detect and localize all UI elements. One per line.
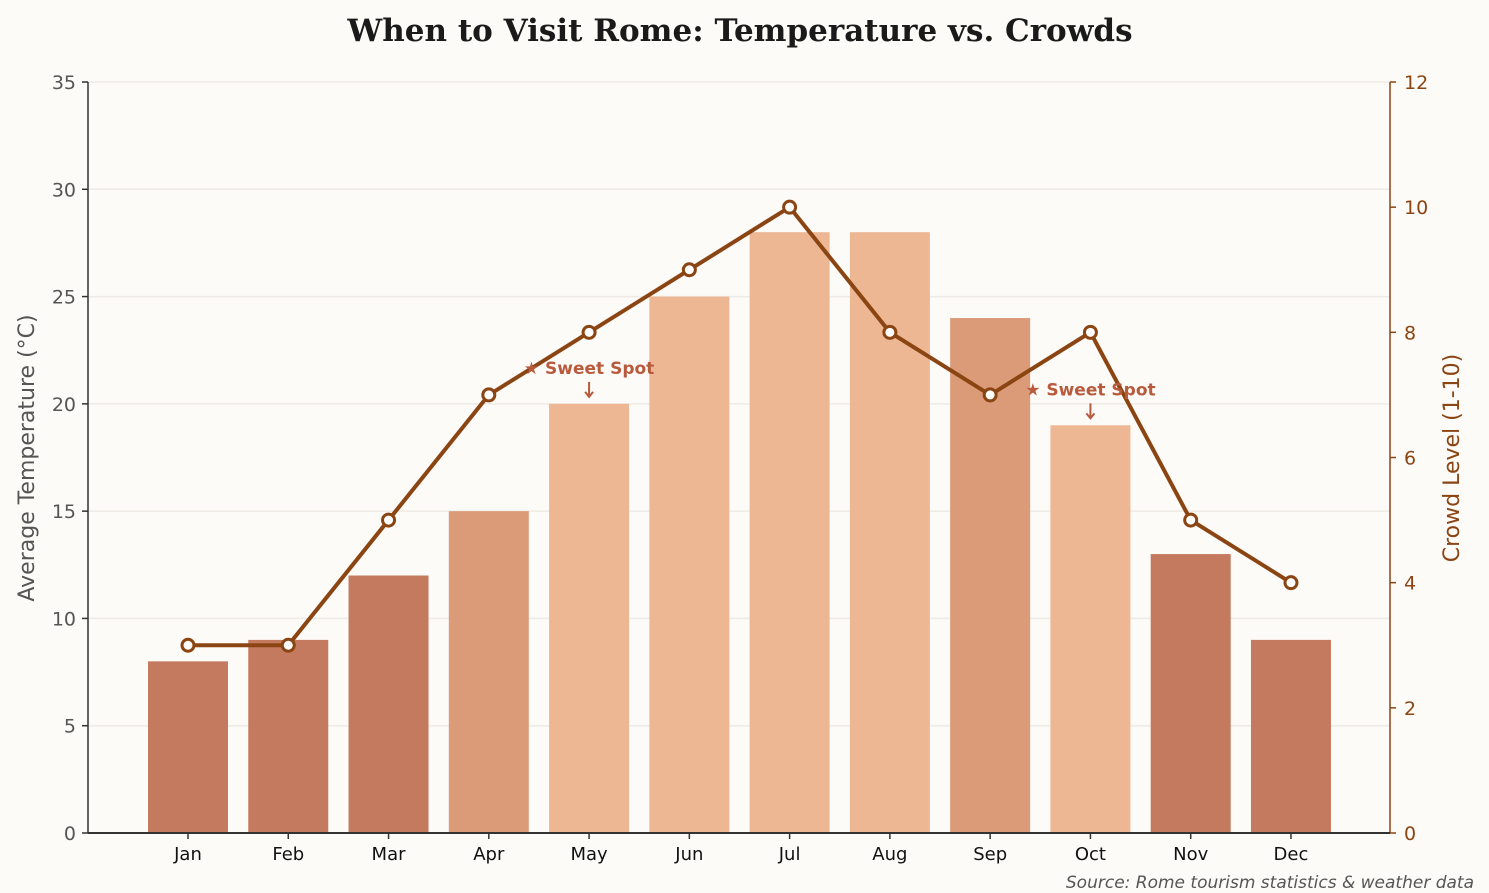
x-tick-label: Mar [372, 844, 407, 865]
source-note: Source: Rome tourism statistics & weathe… [1066, 873, 1474, 893]
x-tick-label: Nov [1173, 844, 1208, 865]
y-left-tick-label: 5 [64, 716, 76, 738]
bar-sep [950, 318, 1031, 833]
y-right-tick-label: 4 [1404, 573, 1416, 595]
bar-oct [1050, 425, 1131, 833]
y-axis-right-label: Crowd Level (1-10) [1440, 354, 1465, 563]
bar-jun [649, 296, 730, 834]
crowd-point-jul [782, 199, 798, 215]
crowd-point-apr [481, 387, 497, 403]
y-axis-left-label: Average Temperature (°C) [15, 314, 40, 601]
bar-dec [1250, 639, 1331, 833]
y-right-tick-label: 6 [1404, 448, 1416, 470]
bar-jan [148, 661, 228, 833]
sweet-spot-label: ★ Sweet Spot [524, 359, 654, 379]
y-right-tick-label: 8 [1404, 322, 1416, 344]
bar-may [549, 403, 630, 833]
crowd-point-aug [882, 324, 898, 340]
crowd-point-jan [180, 637, 196, 653]
y-left-tick-label: 20 [52, 394, 76, 416]
bar-feb [248, 639, 329, 833]
x-tick-label: Oct [1075, 844, 1106, 865]
y-right-tick-label: 10 [1404, 197, 1428, 219]
x-tick-label: Aug [872, 844, 907, 865]
x-tick-label: May [570, 844, 608, 865]
bar-mar [348, 575, 429, 833]
bars [148, 232, 1331, 834]
crowd-point-jun [681, 262, 697, 278]
bar-apr [448, 511, 529, 833]
chart-title: When to Visit Rome: Temperature vs. Crow… [346, 13, 1132, 49]
x-tick-label: Jun [674, 844, 703, 865]
annotations: ★ Sweet Spot ★ Sweet Spot [524, 359, 1156, 420]
sweet-spot-label: ★ Sweet Spot [1025, 380, 1155, 400]
y-right-tick-label: 2 [1404, 698, 1416, 720]
y-right-tick-label: 0 [1404, 823, 1416, 845]
x-tick-label: Feb [272, 844, 304, 865]
crowd-point-oct [1082, 324, 1098, 340]
x-tick-label: Jul [778, 844, 801, 865]
y-left-tick-label: 30 [52, 179, 76, 201]
x-tick-label: Jan [173, 844, 202, 865]
crowd-point-mar [381, 512, 397, 528]
crowd-point-feb [280, 637, 296, 653]
y-right-tick-label: 12 [1404, 72, 1428, 94]
sweet-spot-arrow-icon [1085, 403, 1096, 420]
crowd-line-path [188, 205, 1293, 648]
x-tick-label: Dec [1274, 844, 1309, 865]
bar-nov [1150, 554, 1231, 833]
bar-jul [749, 232, 830, 833]
y-left-tick-label: 10 [52, 608, 76, 630]
crowd-point-nov [1183, 512, 1199, 528]
crowd-line [180, 199, 1299, 653]
crowd-point-dec [1283, 575, 1299, 591]
crowd-point-sep [982, 387, 998, 403]
y-left-tick-label: 0 [64, 823, 76, 845]
x-tick-label: Apr [473, 844, 505, 865]
y-left-tick-label: 25 [52, 287, 76, 309]
x-tick-label: Sep [973, 844, 1007, 865]
y-left-tick-label: 35 [52, 72, 76, 94]
y-left-tick-label: 15 [52, 501, 76, 523]
sweet-spot-arrow-icon [584, 381, 594, 399]
bar-aug [849, 232, 930, 833]
axes: 0 5 10 15 20 25 30 35 0 2 4 6 8 10 12 Jan Feb Mar Apr May Ju… [52, 72, 1428, 865]
crowd-point-may [581, 324, 597, 340]
